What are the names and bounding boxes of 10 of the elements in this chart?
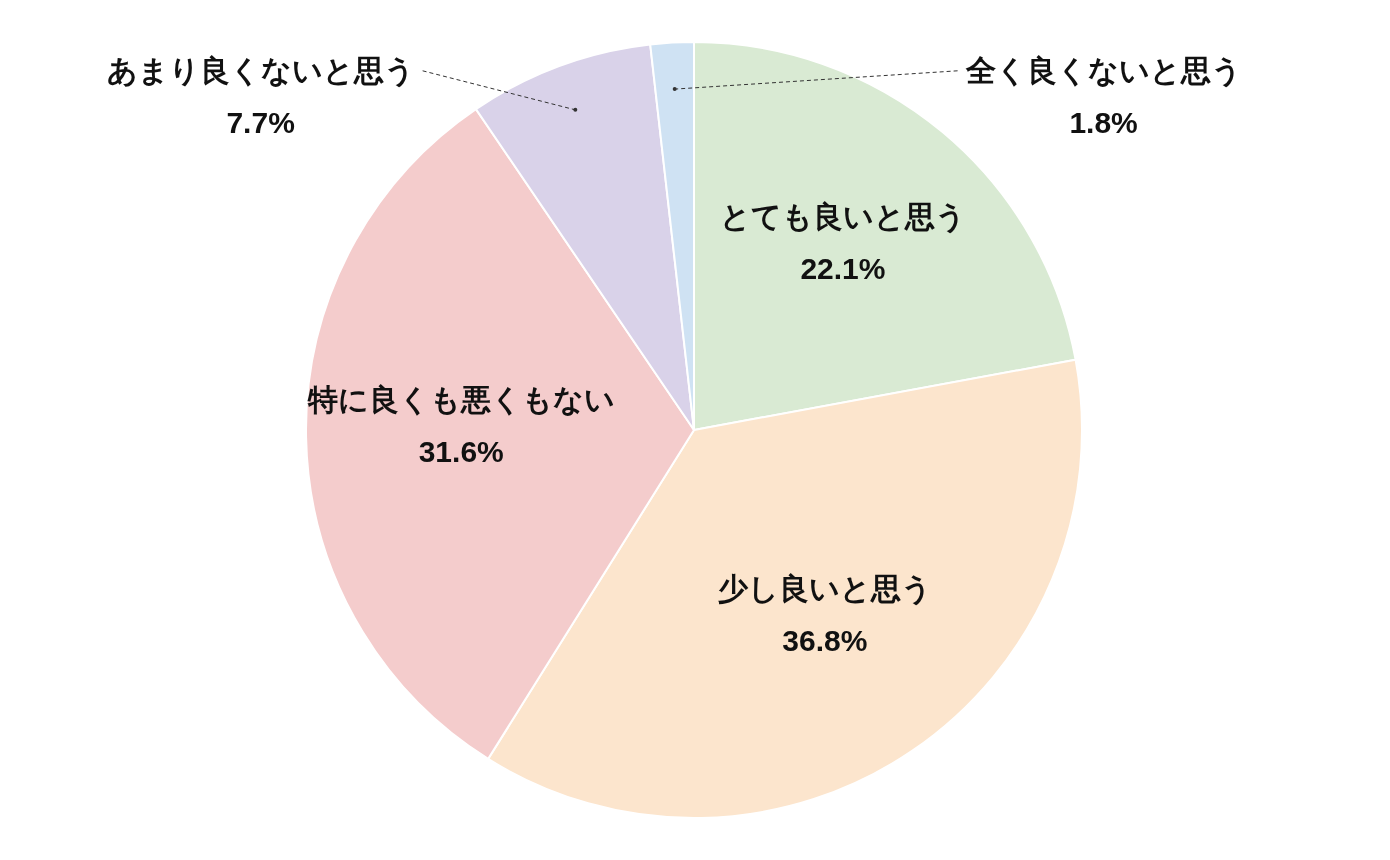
data-label: 31.6% (418, 435, 504, 469)
slice-label: 特に良くも悪くもない (306, 383, 615, 417)
data-label: 7.7% (226, 105, 295, 139)
slice-label: 少し良いと思う (717, 571, 932, 606)
slice-label: 全く良くないと思う (964, 53, 1242, 88)
data-label: 22.1% (800, 252, 886, 286)
data-label: 1.8% (1069, 105, 1138, 139)
slice-label: とても良いと思う (719, 200, 966, 235)
data-label: 36.8% (782, 623, 868, 657)
slice-label: あまり良くないと思う (106, 53, 415, 88)
